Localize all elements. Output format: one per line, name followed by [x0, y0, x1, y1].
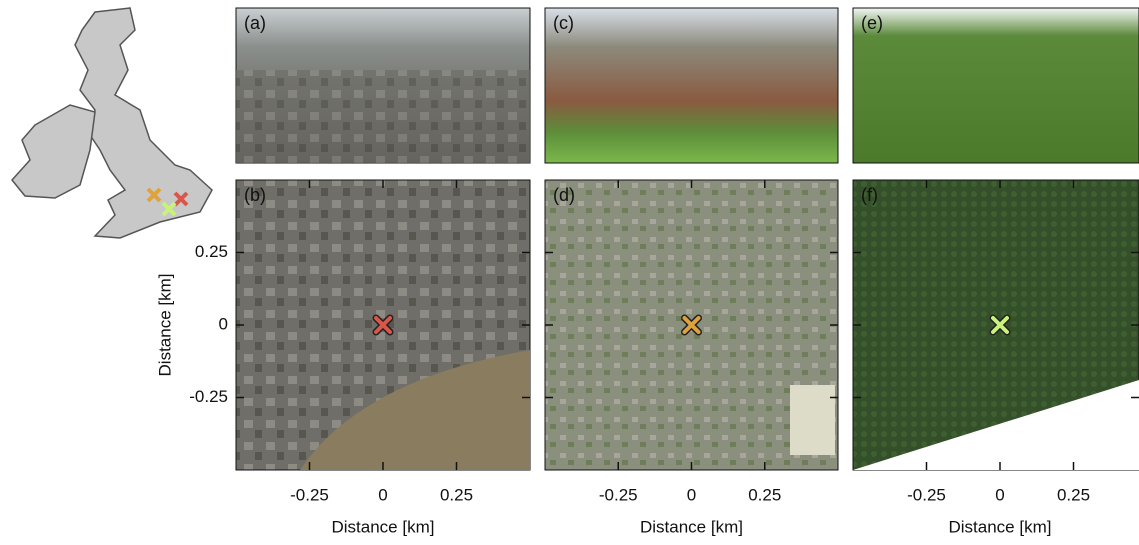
x-axis-label: Distance [km]	[640, 517, 743, 536]
photo-city-buildings	[236, 70, 530, 163]
x-tick-label: 0	[995, 485, 1004, 504]
y-axis-label: Distance [km]	[155, 274, 174, 377]
uk-map	[11, 7, 213, 239]
x-tick-label: 0	[378, 485, 387, 504]
panel-label: (c)	[553, 13, 574, 33]
x-tick-label: 0	[687, 485, 696, 504]
site-marker	[682, 316, 701, 334]
britain	[74, 7, 213, 239]
x-axis-label: Distance [km]	[949, 517, 1052, 536]
marker-red	[173, 191, 189, 207]
ireland	[11, 104, 96, 199]
panel-label: (f)	[861, 185, 878, 205]
marker-green	[161, 201, 177, 217]
aerial-river	[300, 350, 530, 470]
x-tick-label: 0.25	[440, 485, 473, 504]
axes-layer: (a) (b) (c) (d) (e) (f) -0.25 0 0.25 -0.25 0 0.25 Di…	[155, 13, 1139, 536]
panel-label: (a)	[244, 13, 266, 33]
panel-label: (b)	[244, 185, 266, 205]
x-tick-label: 0.25	[1057, 485, 1090, 504]
x-tick-label: 0.25	[748, 485, 781, 504]
y-tick-label: -0.25	[189, 387, 228, 406]
x-tick-label: -0.25	[907, 485, 946, 504]
x-tick-label: -0.25	[290, 485, 329, 504]
aerial-blank	[853, 380, 1139, 470]
panel-label: (e)	[861, 13, 883, 33]
map-markers	[146, 187, 189, 217]
aerial-field	[790, 385, 835, 455]
x-axis-label: Distance [km]	[332, 517, 435, 536]
x-tick-label: -0.25	[599, 485, 638, 504]
photo-forest	[852, 7, 1139, 164]
site-marker	[374, 316, 392, 334]
y-tick-label: 0	[219, 314, 228, 333]
y-tick-label: 0.25	[195, 242, 228, 261]
photo-suburb	[544, 7, 839, 164]
marker-orange	[146, 187, 162, 203]
site-marker	[991, 316, 1009, 334]
panel-label: (d)	[553, 185, 575, 205]
